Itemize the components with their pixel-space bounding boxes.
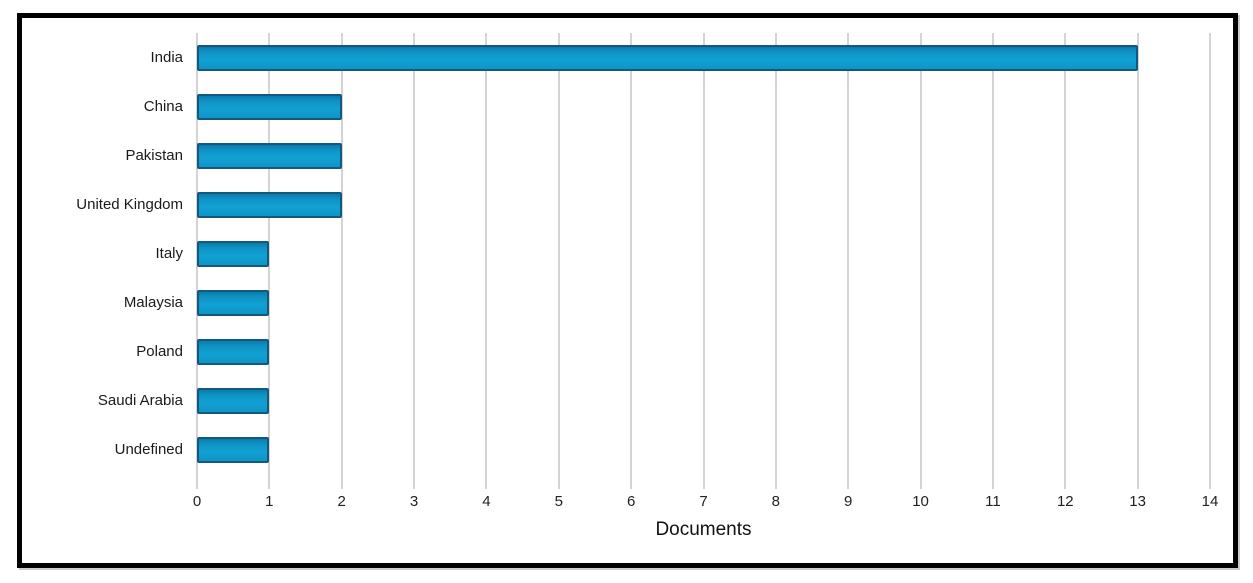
bar-india[interactable] [197,44,1138,71]
bar-italy[interactable] [197,240,270,267]
gridline [340,33,343,489]
gridline [847,33,850,489]
plot-area [196,33,1211,489]
bar-malaysia[interactable] [197,289,270,316]
bar-row [197,131,1210,180]
category-label-poland: Poland [136,343,183,360]
x-tick-label: 0 [192,493,202,510]
chart-frame: India China Pakistan United Kingdom Italy Mal… [17,13,1238,568]
gridline [413,33,416,489]
x-axis-ticks: 0 1 2 3 4 5 6 7 8 9 10 11 12 13 14 [193,489,1219,513]
gridline [557,33,560,489]
category-label-pakistan: Pakistan [125,147,183,164]
bar-united-kingdom[interactable] [197,191,342,218]
x-tick-label: 10 [912,493,929,510]
category-label-malaysia: Malaysia [123,294,183,311]
gridline [991,33,994,489]
chart-body: India China Pakistan United Kingdom Italy Mal… [22,33,1233,489]
x-tick-label: 3 [409,493,419,510]
bar-saudi-arabia[interactable] [197,387,270,414]
x-tick-label: 11 [985,493,1001,510]
gridline [1136,33,1139,489]
gridline [702,33,705,489]
bar-row [197,327,1210,376]
category-label-undefined: Undefined [114,441,183,458]
category-axis: India China Pakistan United Kingdom Italy Mal… [22,33,197,474]
bar-undefined[interactable] [197,436,270,463]
gridline [268,33,271,489]
x-axis-title: Documents [655,519,752,540]
x-tick-label: 6 [626,493,636,510]
gridline [630,33,633,489]
x-tick-label: 7 [699,493,708,510]
gridline [1064,33,1067,489]
category-label-saudi-arabia: Saudi Arabia [97,392,183,409]
x-tick-label: 12 [1056,493,1074,510]
category-label-united-kingdom: United Kingdom [76,196,183,213]
x-tick-label: 14 [1201,493,1219,510]
bar-row [197,33,1210,82]
gridline [485,33,488,489]
category-label-india: India [150,49,183,66]
x-tick-label: 13 [1129,493,1146,510]
gridline [1209,33,1211,489]
x-tick-label: 5 [554,493,563,510]
x-tick-label: 8 [771,493,781,510]
bar-pakistan[interactable] [197,142,342,169]
bar-rows [197,33,1210,474]
category-label-italy: Italy [155,245,183,262]
bar-row [197,229,1210,278]
x-tick-label: 9 [844,493,853,510]
bar-china[interactable] [197,93,342,120]
bar-poland[interactable] [197,338,270,365]
category-label-china: China [143,98,183,115]
bar-row [197,180,1210,229]
bar-row [197,425,1210,474]
x-tick-label: 1 [265,493,274,510]
bar-row [197,376,1210,425]
gridline [919,33,922,489]
gridline [774,33,777,489]
bar-row [197,82,1210,131]
x-tick-label: 4 [482,493,491,510]
x-tick-label: 2 [337,493,346,510]
bar-row [197,278,1210,327]
